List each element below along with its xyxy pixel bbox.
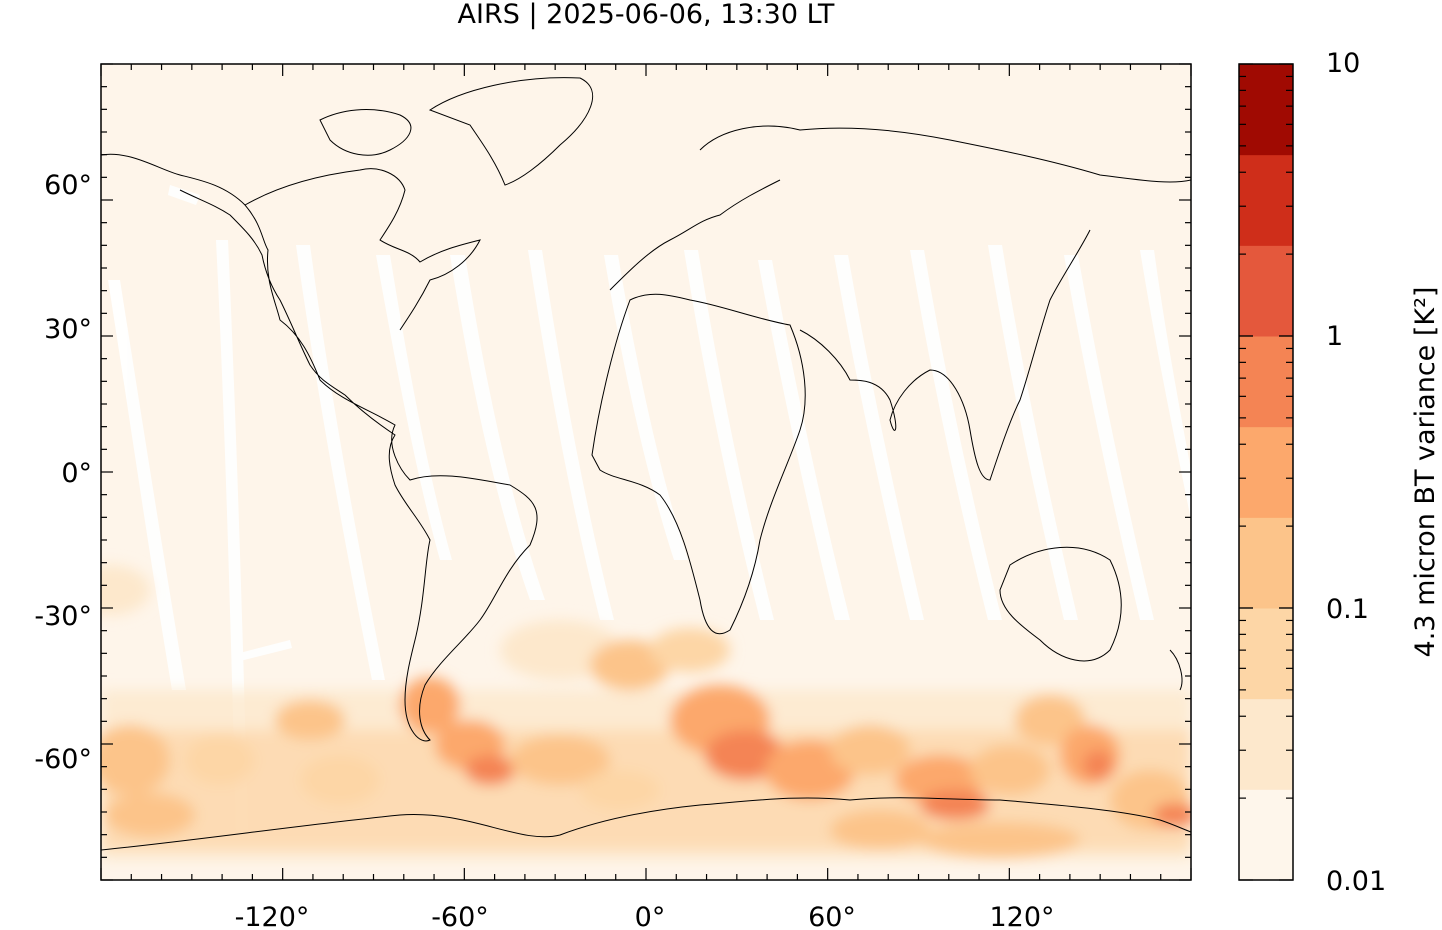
map-plot-area [101, 64, 1191, 880]
colorbar-segment [1239, 154, 1293, 246]
colorbar-tick-label: 1 [1326, 321, 1343, 352]
colorbar-segment [1239, 608, 1293, 700]
colorbar-segment [1239, 64, 1293, 156]
coastlines [101, 77, 1191, 851]
colorbar-tick-label: 0.1 [1326, 594, 1369, 625]
swath-gaps [108, 185, 1191, 830]
y-tick-label: 60° [44, 170, 92, 201]
colorbar-frame [1238, 63, 1294, 881]
y-tick-label: -30° [34, 601, 92, 632]
colorbar-segment [1239, 245, 1293, 337]
x-tick-label: 60° [808, 902, 856, 930]
map-title: AIRS | 2025-06-06, 13:30 LT [458, 0, 835, 30]
variance-field [101, 565, 1191, 860]
colorbar-title: 4.3 micron BT variance [K²] [1410, 287, 1441, 658]
x-tick-label: 120° [989, 902, 1054, 930]
colorbar-segment [1239, 698, 1293, 790]
colorbar-segment [1239, 426, 1293, 518]
y-tick-label: -60° [34, 744, 92, 775]
colorbar-segment [1239, 789, 1293, 881]
x-tick-label: -120° [235, 902, 310, 930]
colorbar-ticks [1239, 63, 1293, 881]
colorbar-tick-label: 0.01 [1326, 866, 1386, 897]
map-ticks [100, 63, 1192, 881]
colorbar [1239, 64, 1293, 881]
y-tick-label: 0° [61, 458, 92, 489]
colorbar-segment [1239, 336, 1293, 428]
colorbar-segment [1239, 517, 1293, 609]
x-tick-label: -60° [431, 902, 489, 930]
x-tick-label: 0° [635, 902, 666, 930]
colorbar-tick-label: 10 [1326, 48, 1360, 79]
y-tick-label: 30° [44, 314, 92, 345]
